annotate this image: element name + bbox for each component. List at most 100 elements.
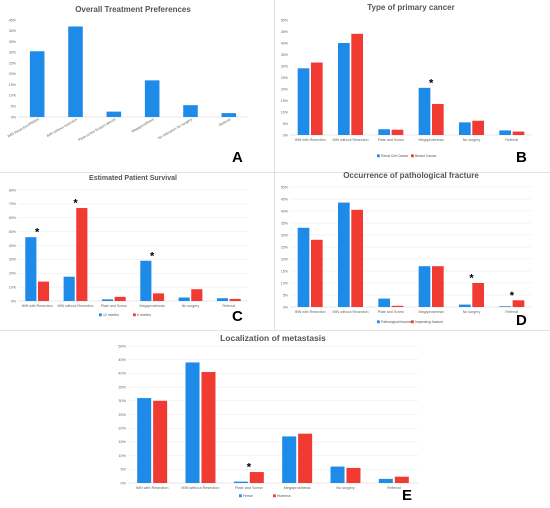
bar — [178, 297, 190, 301]
y-tick-label: 70% — [9, 202, 17, 206]
x-tick-label: Referral — [218, 117, 231, 127]
x-tick-label: IMN Resection/PMMA — [7, 117, 40, 138]
bar — [249, 472, 264, 483]
bar — [378, 298, 391, 307]
y-tick-label: 5% — [121, 468, 127, 472]
bar — [499, 306, 512, 307]
bar — [391, 305, 404, 307]
y-tick-label: 50% — [118, 344, 126, 348]
bar — [63, 276, 75, 301]
significance-star: * — [429, 77, 434, 89]
y-tick-label: 20% — [118, 427, 126, 431]
bar — [499, 130, 512, 135]
bar — [152, 293, 165, 301]
bar — [330, 466, 345, 483]
y-tick-label: 40% — [281, 209, 289, 213]
bar — [472, 120, 485, 135]
y-tick-label: 80% — [9, 188, 17, 192]
x-tick-label: IMN without Resection — [182, 486, 220, 490]
bar — [431, 266, 444, 307]
y-tick-label: 15% — [9, 83, 17, 87]
x-tick-label: No surgery — [463, 138, 481, 142]
legend-swatch — [411, 154, 414, 158]
chart-panels: Overall Treatment Preferences 0% 5% 10% 15% 2… — [7, 3, 532, 504]
bar — [140, 260, 152, 301]
x-tick-label: Referral — [222, 304, 235, 308]
legend-label: Impending fracture — [415, 320, 443, 324]
x-tick-label: Megaprosthesis — [131, 117, 155, 133]
chart-c: Estimated Patient Survival 0% 10% 20% 30% 40%… — [9, 175, 248, 325]
y-tick-label: 35% — [118, 385, 126, 389]
y-tick-label: 10% — [118, 454, 126, 458]
bar — [351, 209, 364, 307]
panel-letter: A — [232, 149, 243, 166]
chart-d: Occurrence of pathological fracture 0% 5% 1… — [281, 171, 532, 329]
y-tick-label: 0% — [283, 305, 289, 309]
y-tick-label: 20% — [9, 72, 17, 76]
x-tick-label: Megaprosthesis — [418, 138, 444, 142]
y-tick-label: 0% — [283, 133, 289, 137]
bar — [37, 281, 50, 301]
y-tick-label: 5% — [283, 122, 289, 126]
legend-swatch — [377, 154, 380, 158]
bar — [378, 129, 391, 135]
x-tick-label: Megaprosthesis — [284, 486, 311, 490]
y-tick-label: 20% — [281, 87, 289, 91]
bar — [351, 33, 364, 135]
legend-label: Renal Cell Cancer — [381, 154, 409, 158]
bar — [418, 87, 431, 135]
x-tick-label: Megaprosthesis — [139, 304, 165, 308]
bar — [101, 299, 114, 301]
bar — [221, 113, 237, 117]
y-tick-label: 25% — [9, 61, 17, 65]
bar — [297, 227, 310, 307]
x-tick-label: Plate and Screw — [378, 310, 405, 314]
y-tick-label: 50% — [9, 230, 17, 234]
chart-a: Overall Treatment Preferences 0% 5% 10% 15% 2… — [7, 5, 248, 166]
bar — [337, 202, 350, 307]
legend-label: Breast Cancer — [415, 154, 438, 158]
bar — [431, 103, 444, 135]
y-tick-label: 0% — [11, 115, 17, 119]
legend-swatch — [99, 313, 102, 317]
x-tick-label: Plate and Screw — [101, 304, 128, 308]
legend-label: 12 months — [103, 313, 119, 317]
bar — [472, 283, 485, 307]
bar — [282, 436, 297, 483]
x-tick-label: IMN with Resection — [22, 304, 53, 308]
bar — [310, 62, 323, 135]
y-tick-label: 35% — [281, 221, 289, 225]
significance-star: * — [469, 273, 474, 285]
y-tick-label: 25% — [281, 245, 289, 249]
bar — [191, 289, 203, 301]
legend-swatch — [411, 320, 414, 324]
bar — [185, 362, 200, 483]
bar — [297, 68, 310, 135]
bar — [29, 51, 45, 117]
legend-label: Pathological fracture — [381, 320, 412, 324]
bar — [346, 467, 361, 483]
y-tick-label: 10% — [281, 281, 289, 285]
x-tick-label: IMN without Resection — [333, 310, 369, 314]
chart-b: Type of primary cancer 0% 5% 10% 15% 20% 25% 30… — [281, 3, 532, 166]
y-tick-label: 15% — [281, 269, 289, 273]
significance-star: * — [247, 462, 252, 474]
y-tick-label: 45% — [9, 18, 17, 22]
y-tick-label: 45% — [281, 197, 289, 201]
x-tick-label: Plate-screw fixation device — [77, 117, 116, 142]
y-tick-label: 45% — [118, 358, 126, 362]
bar — [114, 296, 126, 301]
y-tick-label: 30% — [118, 399, 126, 403]
bar — [512, 300, 525, 307]
chart-title: Occurrence of pathological fracture — [343, 171, 479, 180]
x-tick-label: Referral — [387, 486, 401, 490]
y-tick-label: 25% — [281, 76, 289, 80]
x-tick-label: IMN without resection — [46, 117, 78, 138]
y-tick-label: 35% — [9, 40, 17, 44]
x-tick-label: No surgery — [463, 310, 481, 314]
y-tick-label: 60% — [9, 216, 17, 220]
x-tick-label: Plate and Screw — [235, 486, 263, 490]
chart-title: Estimated Patient Survival — [89, 175, 177, 182]
bar — [337, 43, 350, 135]
